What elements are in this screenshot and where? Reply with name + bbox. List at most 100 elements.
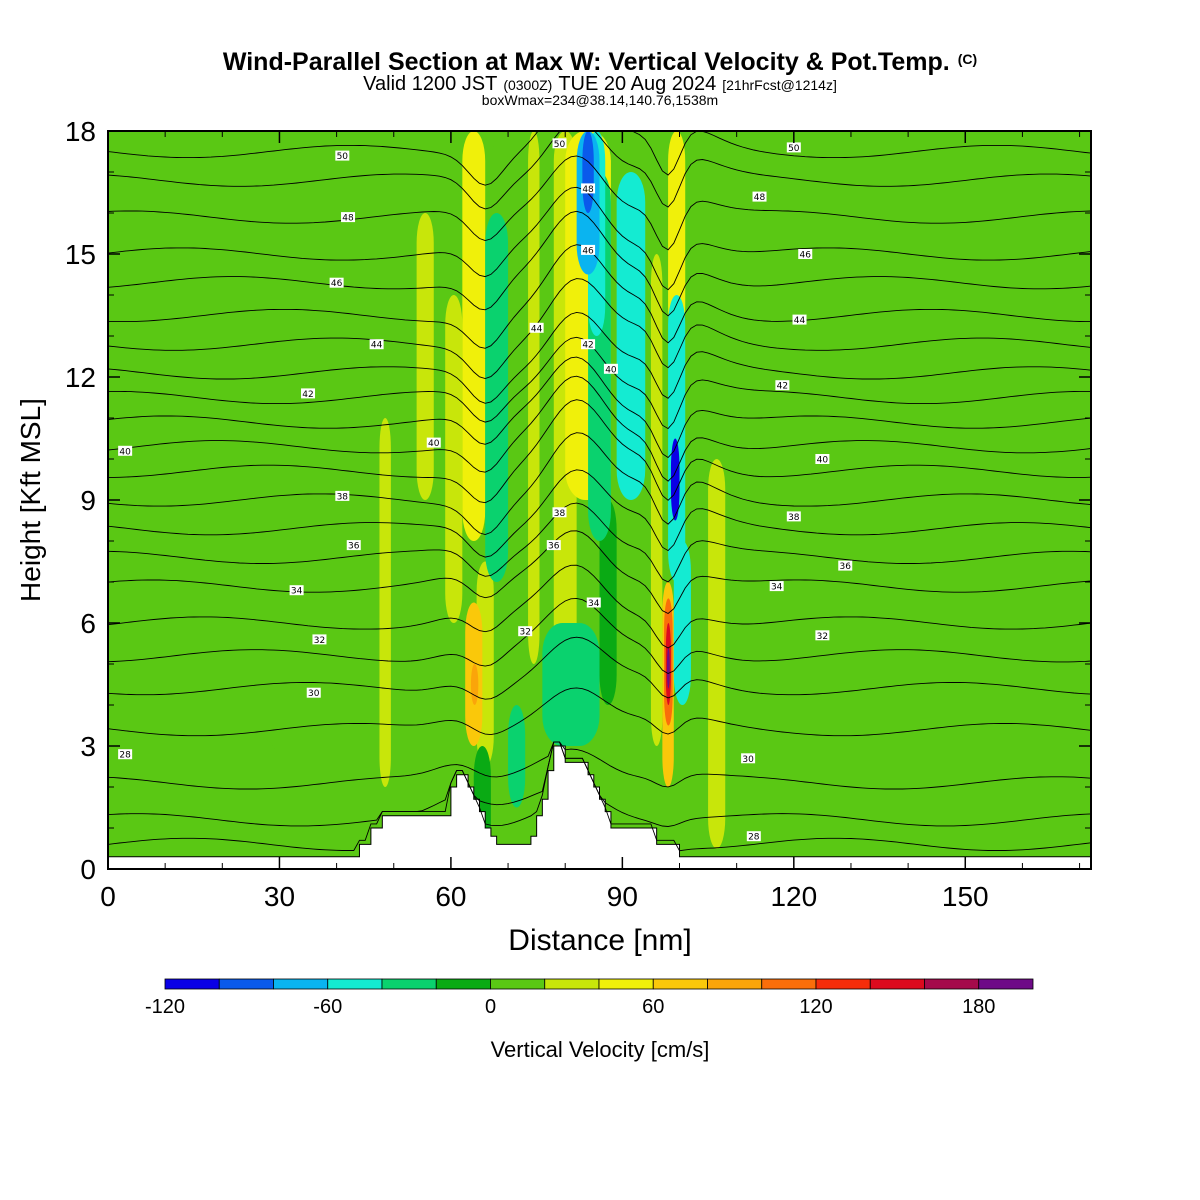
contour-label-box bbox=[546, 540, 561, 551]
contour-label-box bbox=[529, 322, 544, 333]
isentrope-line bbox=[108, 687, 1091, 737]
contour-label-box bbox=[581, 339, 596, 350]
contour-label: 44 bbox=[529, 322, 544, 334]
contour-label: 42 bbox=[581, 339, 596, 351]
isentrope-line bbox=[108, 131, 1091, 210]
contour-label: 34 bbox=[586, 597, 601, 609]
contour-label-box bbox=[581, 183, 596, 194]
contour-label-text: 32 bbox=[519, 628, 530, 638]
contour-label-text: 36 bbox=[548, 542, 560, 552]
isentrope-line bbox=[108, 530, 1091, 615]
colorbar-segment bbox=[490, 978, 546, 990]
contour-label-text: 40 bbox=[817, 456, 829, 466]
contour-label-box bbox=[552, 138, 567, 149]
velocity-cell bbox=[670, 438, 680, 521]
colorbar-segment bbox=[273, 978, 329, 990]
velocity-cell bbox=[650, 254, 663, 746]
contour-label-box bbox=[752, 191, 767, 202]
contour-label: 30 bbox=[741, 753, 756, 765]
contour-label-box bbox=[346, 540, 361, 551]
colorbar-segment bbox=[218, 978, 274, 990]
colorbar-segment bbox=[381, 978, 437, 990]
velocity-cell bbox=[445, 295, 463, 623]
velocity-cell bbox=[470, 664, 479, 705]
x-axis-label: Distance [nm] bbox=[508, 924, 691, 957]
contour-label: 36 bbox=[838, 560, 853, 572]
contour-label: 38 bbox=[786, 511, 801, 523]
contour-label-box bbox=[118, 749, 133, 760]
contour-label: 46 bbox=[329, 277, 344, 289]
contour-label-text: 30 bbox=[742, 755, 754, 765]
isentrope-line bbox=[108, 131, 1091, 186]
contour-label-text: 30 bbox=[308, 689, 320, 699]
valid-time-date: TUE 20 Aug 2024 bbox=[558, 73, 716, 95]
forecast-run: [21hrFcst@1214z] bbox=[722, 77, 837, 93]
isentrope-line bbox=[108, 636, 1091, 700]
velocity-cell bbox=[313, 131, 354, 869]
isentrope-line bbox=[108, 399, 1091, 504]
contour-label-text: 40 bbox=[119, 447, 131, 457]
contour-label-text: 46 bbox=[800, 251, 812, 261]
contour-label-text: 36 bbox=[840, 562, 852, 572]
colorbar-tick-label: 180 bbox=[962, 996, 995, 1018]
contour-label-text: 38 bbox=[554, 509, 566, 519]
contour-label-text: 32 bbox=[314, 636, 325, 646]
contour-label-box bbox=[815, 454, 830, 464]
contour-label-box bbox=[335, 150, 350, 161]
contour-label: 48 bbox=[752, 191, 767, 203]
contour-label-box bbox=[792, 314, 807, 325]
contour-label: 38 bbox=[335, 490, 350, 502]
contour-label-box bbox=[786, 511, 801, 522]
colorbar-segment bbox=[598, 978, 654, 990]
colorbar-segment bbox=[815, 978, 871, 990]
contour-label-text: 50 bbox=[554, 140, 566, 150]
contour-label-text: 34 bbox=[771, 583, 783, 593]
x-axis: 0 30 60 90 120 150 bbox=[100, 131, 1081, 912]
colorbar-tick-label: -120 bbox=[145, 996, 185, 1018]
valid-time-utc: (0300Z) bbox=[503, 77, 552, 93]
velocity-cell bbox=[542, 623, 600, 746]
contour-label: 44 bbox=[792, 314, 807, 326]
isentrope-line bbox=[108, 564, 1091, 649]
isentrope-line bbox=[108, 469, 1091, 558]
contour-label-text: 48 bbox=[342, 214, 354, 224]
contour-label: 32 bbox=[312, 634, 327, 646]
plot-area: 28 28 30 30 32 32 32 34 34 34 36 36 36 38 38 38 40 40 40 40… bbox=[107, 130, 1092, 870]
isentrope-line bbox=[108, 155, 1091, 251]
colorbar-segment bbox=[435, 978, 491, 990]
valid-time-label: Valid 1200 JST bbox=[363, 73, 497, 95]
contour-label-text: 42 bbox=[302, 390, 313, 400]
contour-label: 42 bbox=[775, 380, 790, 392]
contour-label-text: 28 bbox=[748, 833, 760, 843]
isentrope-line bbox=[108, 375, 1091, 482]
chart-title-mark: (C) bbox=[958, 51, 977, 67]
contour-label: 40 bbox=[815, 454, 830, 466]
contour-label-box bbox=[341, 212, 356, 223]
colorbar-segment bbox=[978, 978, 1034, 990]
contour-label-box bbox=[769, 581, 784, 592]
contour-label: 28 bbox=[746, 831, 761, 843]
colorbar-label: Vertical Velocity [cm/s] bbox=[491, 1037, 710, 1062]
contour-label: 30 bbox=[306, 687, 321, 699]
contour-label-text: 50 bbox=[337, 152, 349, 162]
chart-title-main: Wind-Parallel Section at Max W: Vertical… bbox=[223, 48, 950, 76]
contour-label-box bbox=[746, 831, 761, 842]
velocity-cell bbox=[262, 295, 286, 869]
contour-label-text: 38 bbox=[788, 513, 800, 523]
contour-label: 36 bbox=[346, 540, 361, 552]
valid-time-line: Valid 1200 JST (0300Z) TUE 20 Aug 2024 [21h… bbox=[363, 73, 837, 95]
colorbar-tick-labels: -120 -60 0 60 120 180 bbox=[145, 996, 995, 1018]
contour-label: 34 bbox=[289, 585, 304, 597]
y-tick-label: 18 bbox=[65, 116, 96, 147]
contour-label-box bbox=[815, 630, 830, 641]
velocity-cell bbox=[666, 647, 670, 689]
isentrope-line bbox=[108, 336, 1091, 430]
colorbar-tick-label: -60 bbox=[313, 996, 342, 1018]
contour-label-box bbox=[603, 363, 618, 374]
contour-label-text: 34 bbox=[588, 599, 600, 609]
velocity-cell bbox=[108, 737, 280, 869]
y-tick-label: 0 bbox=[80, 854, 96, 885]
contour-label-box bbox=[586, 597, 601, 608]
contour-label-box bbox=[581, 244, 596, 255]
